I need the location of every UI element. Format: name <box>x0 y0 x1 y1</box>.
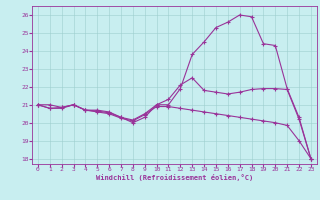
X-axis label: Windchill (Refroidissement éolien,°C): Windchill (Refroidissement éolien,°C) <box>96 174 253 181</box>
